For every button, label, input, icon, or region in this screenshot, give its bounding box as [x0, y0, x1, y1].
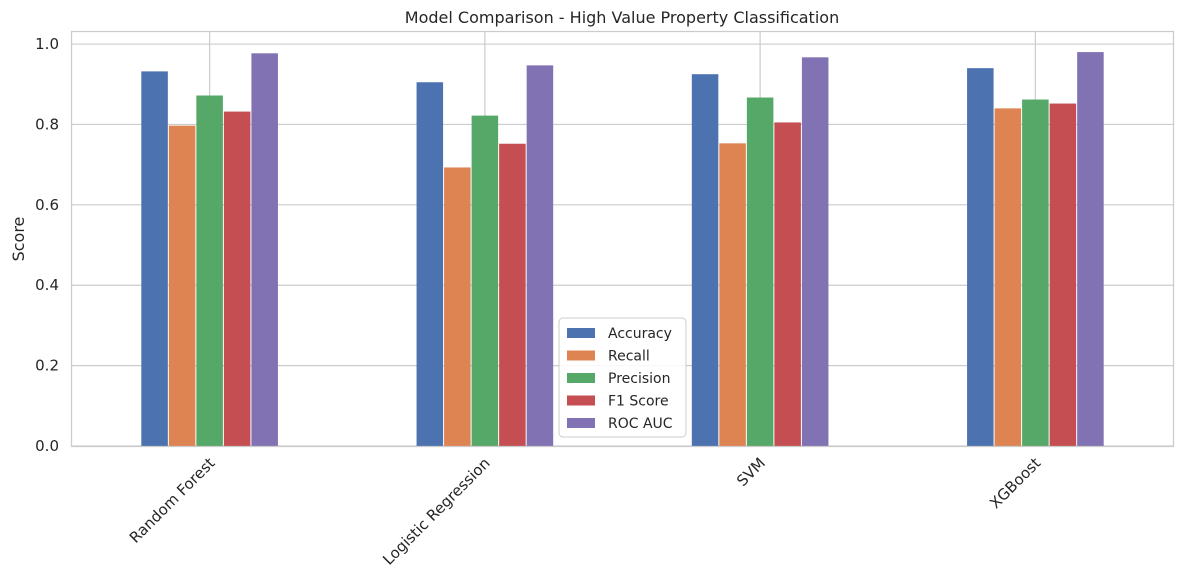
y-tick-label: 0.6 — [35, 196, 59, 214]
plot-frame — [70, 30, 1175, 448]
y-tick-label: 0.2 — [35, 357, 59, 375]
legend-swatch — [567, 328, 595, 338]
bar — [196, 95, 223, 446]
x-tick-label: Random Forest — [126, 454, 219, 547]
bar — [141, 71, 168, 446]
y-tick-label: 1.0 — [35, 35, 59, 53]
bar — [1022, 99, 1049, 446]
y-tick-label: 0.8 — [35, 115, 59, 133]
y-tick-labels: 0.0 0.2 0.4 0.6 0.8 1.0 — [35, 35, 59, 455]
bar — [746, 97, 774, 446]
chart-title: Model Comparison - High Value Property C… — [405, 8, 839, 27]
x-tick-label: Logistic Regression — [379, 454, 493, 568]
bar — [223, 111, 251, 446]
legend-label: Accuracy — [608, 326, 672, 342]
legend-label: Recall — [608, 349, 650, 365]
bar — [967, 68, 994, 447]
legend-swatch — [567, 395, 595, 406]
bar — [994, 108, 1022, 447]
legend-label: F1 Score — [608, 394, 669, 410]
x-tick-labels: Random Forest Logistic Regression SVM XGBoo… — [126, 454, 1044, 569]
legend-label: ROC AUC — [608, 416, 673, 432]
bar — [499, 143, 526, 446]
legend: Accuracy Recall Precision F1 Score ROC AUC — [558, 317, 687, 438]
bar — [801, 57, 829, 447]
bar — [691, 74, 719, 446]
bar — [471, 115, 499, 446]
bar — [1049, 103, 1077, 447]
x-tick-label: SVM — [733, 454, 769, 490]
legend-box — [558, 317, 687, 438]
bar — [719, 143, 746, 446]
bar — [774, 122, 801, 446]
legend-swatch — [567, 418, 595, 428]
y-axis-label: Score — [9, 217, 28, 262]
bar — [444, 167, 471, 446]
bar — [251, 53, 278, 446]
bar — [168, 125, 196, 446]
bar — [1077, 52, 1104, 447]
bar — [416, 82, 444, 446]
legend-swatch — [567, 350, 595, 361]
y-tick-label: 0.0 — [35, 437, 59, 455]
legend-label: Precision — [608, 371, 670, 387]
y-tick-label: 0.4 — [35, 276, 59, 294]
x-tick-label: XGBoost — [986, 454, 1044, 512]
legend-swatch — [567, 373, 595, 383]
bars-group — [141, 52, 1104, 447]
bar — [526, 65, 554, 446]
